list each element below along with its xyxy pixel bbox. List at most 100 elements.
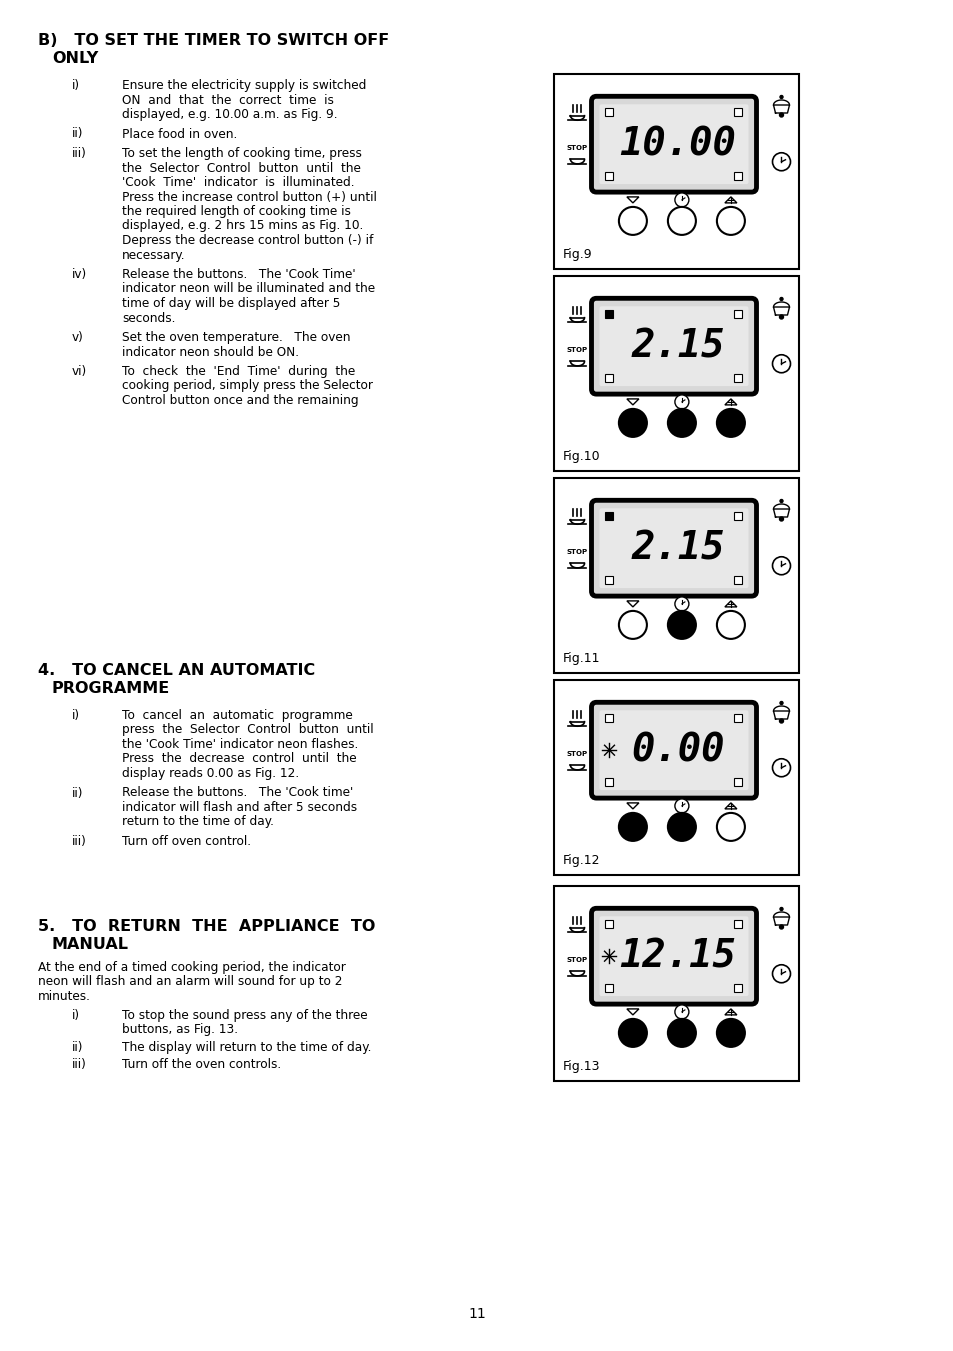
Text: iii): iii): [71, 835, 87, 848]
Text: time of day will be displayed after 5: time of day will be displayed after 5: [122, 297, 340, 309]
Bar: [734, 576, 741, 584]
Circle shape: [618, 409, 646, 436]
FancyBboxPatch shape: [598, 104, 748, 184]
Text: STOP: STOP: [566, 751, 587, 757]
Text: 12.15: 12.15: [618, 938, 736, 975]
FancyBboxPatch shape: [591, 908, 756, 1004]
Text: neon will flash and an alarm will sound for up to 2: neon will flash and an alarm will sound …: [38, 975, 342, 989]
Text: To stop the sound press any of the three: To stop the sound press any of the three: [122, 1008, 367, 1021]
Bar: [734, 374, 741, 382]
Bar: [605, 984, 613, 992]
Text: vi): vi): [71, 365, 87, 378]
Bar: [734, 778, 741, 786]
Text: ii): ii): [71, 127, 84, 141]
Text: minutes.: minutes.: [38, 990, 91, 1002]
Text: buttons, as Fig. 13.: buttons, as Fig. 13.: [122, 1023, 237, 1036]
Text: i): i): [71, 1008, 80, 1021]
Circle shape: [779, 719, 782, 723]
Circle shape: [779, 925, 782, 929]
FancyBboxPatch shape: [598, 307, 748, 386]
Bar: [554, 276, 799, 471]
Circle shape: [779, 315, 782, 319]
Text: indicator will flash and after 5 seconds: indicator will flash and after 5 seconds: [122, 801, 356, 815]
Text: Turn off oven control.: Turn off oven control.: [122, 835, 251, 848]
Circle shape: [772, 759, 790, 777]
Circle shape: [780, 908, 782, 911]
Circle shape: [716, 1019, 744, 1047]
Text: Turn off the oven controls.: Turn off the oven controls.: [122, 1058, 281, 1071]
Bar: [605, 920, 613, 928]
Text: v): v): [71, 331, 84, 345]
Text: Fig.12: Fig.12: [562, 854, 599, 867]
Text: indicator neon will be illuminated and the: indicator neon will be illuminated and t…: [122, 282, 375, 296]
Text: seconds.: seconds.: [122, 312, 175, 324]
Circle shape: [772, 965, 790, 982]
Text: To set the length of cooking time, press: To set the length of cooking time, press: [122, 147, 361, 159]
Circle shape: [667, 409, 695, 436]
Text: return to the time of day.: return to the time of day.: [122, 816, 274, 828]
Bar: [734, 512, 741, 520]
FancyBboxPatch shape: [598, 916, 748, 996]
Text: iv): iv): [71, 267, 87, 281]
FancyBboxPatch shape: [591, 500, 756, 596]
Bar: [605, 576, 613, 584]
Circle shape: [618, 1019, 646, 1047]
Circle shape: [780, 96, 782, 99]
Bar: [605, 311, 613, 319]
Text: 10.00: 10.00: [618, 126, 736, 163]
Bar: [734, 984, 741, 992]
Bar: [554, 74, 799, 269]
Text: 5.   TO  RETURN  THE  APPLIANCE  TO: 5. TO RETURN THE APPLIANCE TO: [38, 919, 375, 934]
Text: STOP: STOP: [566, 957, 587, 963]
Bar: [734, 311, 741, 319]
Bar: [734, 172, 741, 180]
Text: STOP: STOP: [566, 145, 587, 151]
Text: Press the increase control button (+) until: Press the increase control button (+) un…: [122, 190, 376, 204]
Text: iii): iii): [71, 147, 87, 159]
Text: STOP: STOP: [566, 347, 587, 353]
Bar: [605, 715, 613, 723]
Text: Fig.9: Fig.9: [562, 249, 592, 261]
FancyBboxPatch shape: [591, 96, 756, 192]
Circle shape: [772, 557, 790, 574]
Text: press  the  Selector  Control  button  until: press the Selector Control button until: [122, 724, 374, 736]
Circle shape: [716, 611, 744, 639]
Text: 2.15: 2.15: [631, 530, 724, 567]
Text: the required length of cooking time is: the required length of cooking time is: [122, 205, 351, 218]
Bar: [734, 920, 741, 928]
Text: PROGRAMME: PROGRAMME: [52, 681, 170, 696]
Text: To  check  the  'End  Time'  during  the: To check the 'End Time' during the: [122, 365, 355, 378]
Text: MANUAL: MANUAL: [52, 938, 129, 952]
Circle shape: [674, 597, 688, 611]
Text: ii): ii): [71, 1040, 84, 1054]
Circle shape: [667, 611, 695, 639]
Bar: [734, 715, 741, 723]
Circle shape: [716, 409, 744, 436]
Text: ON  and  that  the  correct  time  is: ON and that the correct time is: [122, 93, 334, 107]
Text: The display will return to the time of day.: The display will return to the time of d…: [122, 1040, 371, 1054]
Text: i): i): [71, 78, 80, 92]
Circle shape: [772, 153, 790, 170]
Circle shape: [779, 113, 782, 118]
Text: 'Cook  Time'  indicator  is  illuminated.: 'Cook Time' indicator is illuminated.: [122, 176, 355, 189]
Text: 4.   TO CANCEL AN AUTOMATIC: 4. TO CANCEL AN AUTOMATIC: [38, 663, 314, 678]
Circle shape: [780, 297, 782, 300]
FancyBboxPatch shape: [591, 299, 756, 394]
Bar: [554, 478, 799, 673]
Circle shape: [674, 798, 688, 813]
Text: At the end of a timed cooking period, the indicator: At the end of a timed cooking period, th…: [38, 961, 345, 974]
Circle shape: [667, 1019, 695, 1047]
Text: the  Selector  Control  button  until  the: the Selector Control button until the: [122, 162, 360, 174]
Circle shape: [618, 813, 646, 840]
Text: necessary.: necessary.: [122, 249, 185, 262]
Bar: [605, 108, 613, 116]
Circle shape: [779, 517, 782, 521]
Text: the 'Cook Time' indicator neon flashes.: the 'Cook Time' indicator neon flashes.: [122, 738, 358, 751]
Text: Place food in oven.: Place food in oven.: [122, 127, 237, 141]
Text: i): i): [71, 709, 80, 721]
Text: Press  the  decrease  control  until  the: Press the decrease control until the: [122, 753, 356, 766]
Circle shape: [618, 611, 646, 639]
Text: 0.00: 0.00: [631, 731, 724, 769]
Bar: [605, 172, 613, 180]
Circle shape: [674, 1005, 688, 1019]
